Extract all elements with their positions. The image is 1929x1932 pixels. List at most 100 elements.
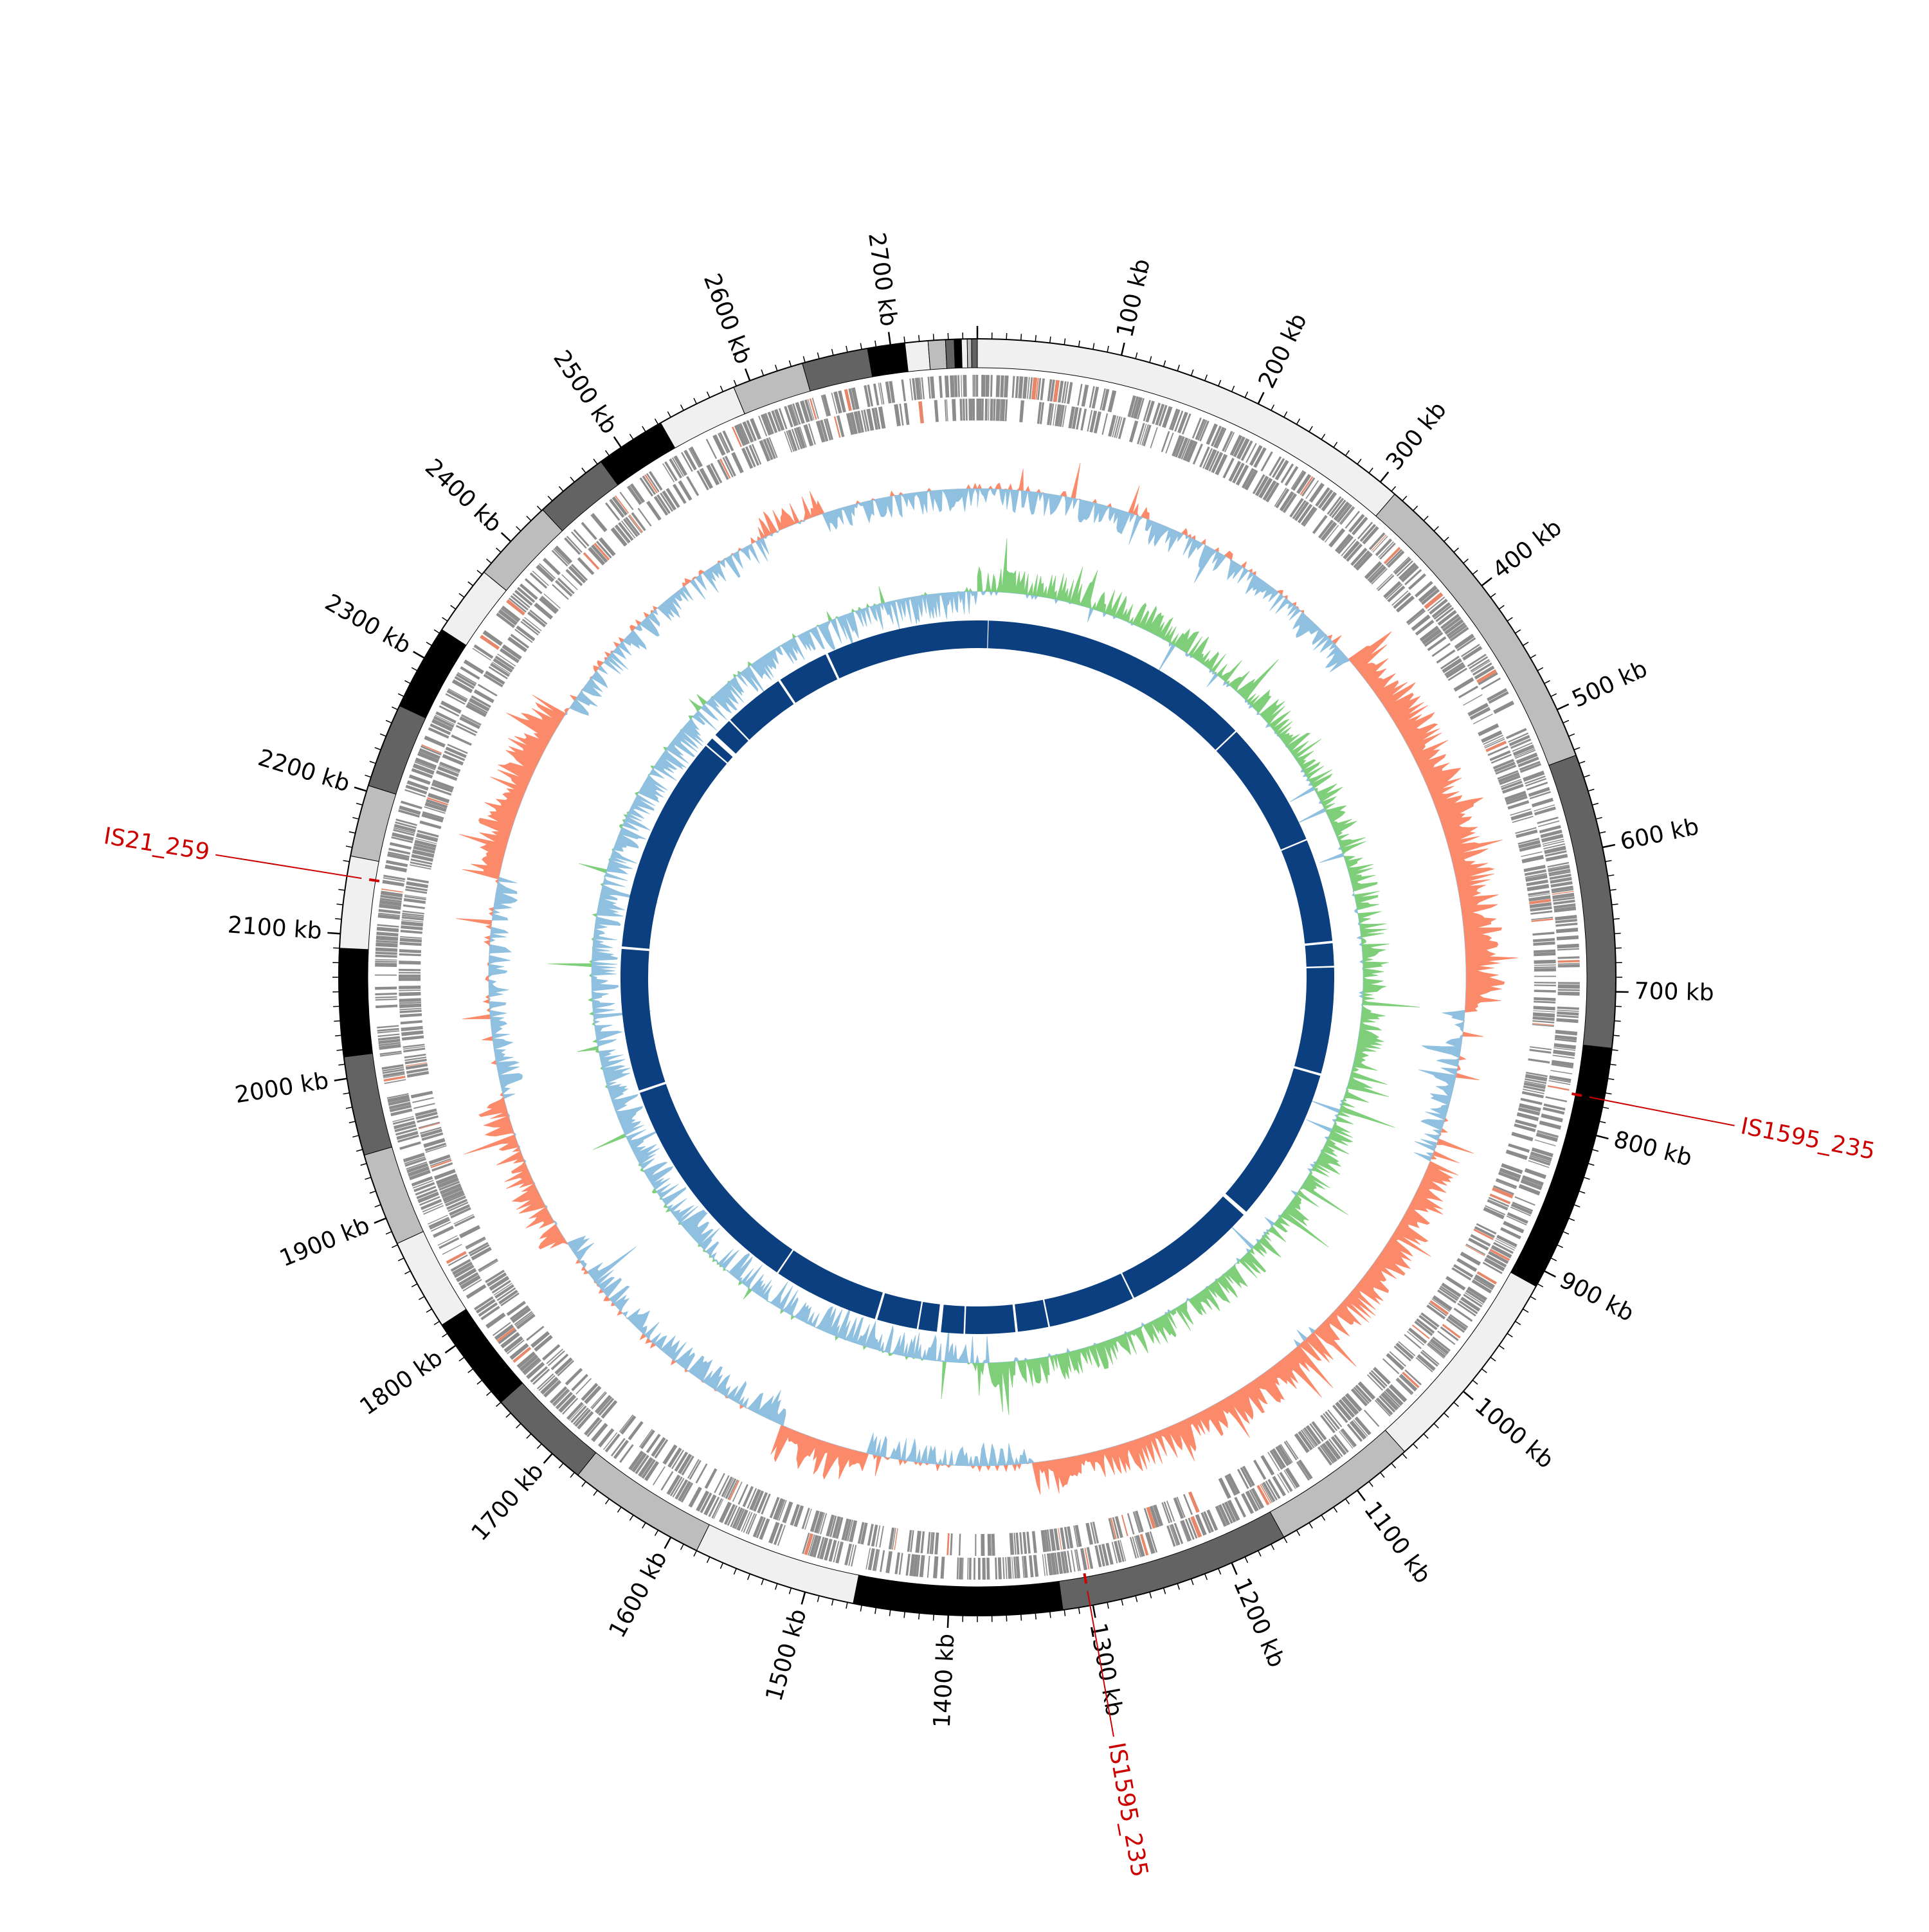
minor-tick — [570, 1472, 574, 1477]
gene-reverse — [1528, 1058, 1550, 1063]
gene-reverse — [1521, 1098, 1543, 1105]
minor-tick — [775, 1584, 777, 1589]
gene-reverse — [1377, 573, 1393, 590]
minor-tick — [1610, 1064, 1617, 1065]
minor-tick — [570, 477, 574, 482]
minor-tick — [370, 761, 376, 763]
minor-tick — [1391, 1463, 1395, 1468]
minor-tick — [559, 487, 563, 492]
minor-tick — [1402, 1454, 1407, 1458]
gene-forward — [906, 1554, 910, 1576]
gene-forward — [1557, 1011, 1579, 1016]
major-tick — [327, 933, 340, 934]
gene-forward — [1029, 1555, 1034, 1577]
gene-reverse — [1534, 964, 1556, 966]
gene-reverse — [985, 399, 988, 420]
minor-tick — [667, 411, 671, 417]
minor-tick — [1610, 889, 1617, 890]
minor-tick — [860, 343, 862, 350]
gene-reverse — [401, 930, 422, 934]
minor-tick — [1615, 1021, 1621, 1022]
minor-tick — [356, 803, 363, 805]
gene-reverse — [934, 1533, 939, 1555]
gene-reverse — [1019, 401, 1024, 422]
contig-block — [928, 339, 946, 370]
minor-tick — [404, 1271, 410, 1274]
gene-reverse — [705, 1468, 718, 1489]
gene-reverse — [915, 1531, 921, 1553]
gene-reverse — [1533, 1010, 1555, 1012]
minor-tick — [1284, 1537, 1287, 1543]
contig-block — [543, 462, 618, 531]
gene-forward — [930, 376, 935, 398]
gene-forward — [376, 998, 397, 1000]
gene-forward — [1550, 1070, 1572, 1074]
minor-tick — [1205, 375, 1208, 381]
gene-forward — [1298, 1459, 1312, 1479]
minor-tick — [419, 1297, 424, 1300]
gene-forward — [885, 1551, 892, 1573]
gene-forward — [376, 996, 397, 998]
minor-tick — [1490, 593, 1496, 597]
minor-tick — [527, 516, 531, 521]
gene-reverse — [1016, 1533, 1020, 1555]
tick-label: 1700 kb — [466, 1458, 548, 1546]
gene-forward — [1033, 1555, 1038, 1576]
minor-tick — [1515, 629, 1520, 633]
gene-forward — [466, 1284, 487, 1299]
gene-forward — [1000, 375, 1004, 397]
minor-tick — [426, 642, 432, 646]
gene-reverse — [542, 1344, 560, 1361]
minor-tick — [442, 1333, 448, 1337]
minor-tick — [1309, 1522, 1312, 1528]
gene-forward — [957, 375, 960, 397]
minor-tick — [1454, 548, 1458, 552]
minor-tick — [1499, 606, 1504, 609]
gene-forward — [1557, 948, 1579, 951]
minor-tick — [1592, 803, 1598, 805]
gene-reverse — [959, 1534, 961, 1556]
gene-forward — [986, 375, 990, 397]
minor-tick — [336, 904, 343, 905]
minor-tick — [346, 846, 352, 847]
gene-forward — [390, 842, 412, 850]
gene-forward — [511, 595, 529, 611]
gene-forward — [945, 375, 950, 397]
minor-tick — [707, 392, 710, 397]
minor-tick — [1569, 734, 1575, 736]
minor-tick — [506, 1413, 511, 1418]
minor-tick — [375, 748, 381, 750]
gene-reverse — [399, 953, 421, 957]
minor-tick — [1490, 1357, 1496, 1361]
gene-forward — [1447, 1315, 1467, 1331]
gene-reverse — [1080, 409, 1087, 431]
minor-tick — [1584, 775, 1589, 777]
major-tick — [445, 1346, 455, 1353]
gene-forward — [1022, 377, 1028, 399]
minor-tick — [1402, 496, 1407, 501]
gene-reverse — [1165, 433, 1173, 454]
tick-label: 2500 kb — [548, 346, 622, 439]
gene-forward — [1537, 817, 1558, 824]
minor-tick — [487, 559, 492, 563]
tick-label: 1400 kb — [929, 1633, 960, 1728]
gene-forward — [1555, 923, 1577, 926]
contig-block — [867, 343, 908, 377]
gene-track — [375, 375, 1580, 1580]
major-tick — [544, 1454, 552, 1463]
minor-tick — [352, 1135, 359, 1137]
alignment-segment — [1294, 968, 1334, 1074]
minor-tick — [459, 593, 464, 597]
contig-ring — [339, 339, 1616, 1616]
alignment-segment — [965, 1305, 1015, 1334]
gene-reverse — [1129, 420, 1138, 442]
tick-label: 1500 kb — [761, 1606, 811, 1704]
gene-forward — [972, 375, 974, 397]
gene-reverse — [975, 1534, 976, 1556]
is-label: IS21_259 — [102, 823, 211, 866]
minor-tick — [338, 889, 345, 890]
gene-forward — [1558, 989, 1580, 991]
minor-tick — [349, 832, 356, 833]
minor-tick — [761, 1579, 763, 1585]
gene-forward — [1557, 1006, 1579, 1009]
